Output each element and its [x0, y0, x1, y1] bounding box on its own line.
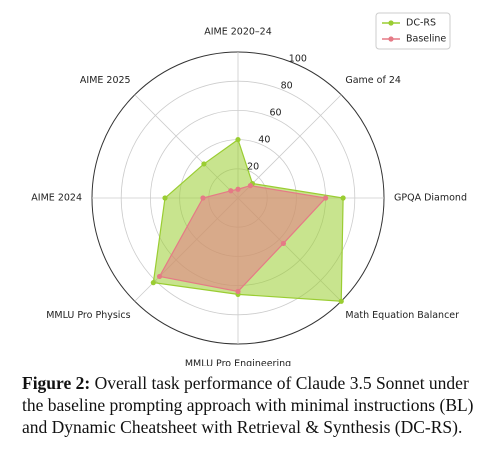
spoke [237, 94, 342, 199]
caption: Figure 2: Overall task performance of Cl… [22, 372, 484, 438]
axis-label: Math Equation Balancer [345, 310, 459, 321]
data-point [150, 280, 156, 286]
data-point [201, 161, 207, 167]
data-point [162, 195, 168, 201]
legend-label: Baseline [406, 34, 446, 45]
data-point [235, 137, 241, 143]
r-tick-label: 100 [289, 54, 307, 65]
data-point [235, 186, 241, 192]
axis-label: AIME 2024 [31, 193, 82, 204]
axis-label: AIME 2020–24 [204, 27, 272, 38]
r-tick-label: 80 [281, 81, 293, 92]
r-tick-label: 40 [258, 135, 270, 146]
data-point [247, 183, 253, 189]
caption-text: Overall task performance of Claude 3.5 S… [22, 373, 474, 437]
r-tick-label: 60 [269, 108, 281, 119]
caption-label: Figure 2: [22, 373, 91, 393]
axis-label: AIME 2025 [80, 75, 131, 86]
data-point [156, 273, 163, 280]
axis-label: Game of 24 [345, 75, 401, 86]
data-point [228, 188, 234, 194]
axis-label: MMLU Pro Physics [46, 310, 130, 321]
data-point [323, 195, 329, 201]
axis-label: MMLU Pro Engineering [185, 359, 291, 367]
chart: 20 40 60 80 100 AIME 2020–24 Game of 24 GPQA Di… [31, 12, 467, 367]
legend-box [375, 12, 451, 50]
legend-marker [388, 36, 394, 42]
data-point [280, 240, 287, 247]
data-point [340, 195, 346, 201]
r-tick-label: 20 [247, 162, 259, 173]
data-point [200, 195, 206, 201]
legend-marker [388, 20, 394, 26]
data-point [235, 288, 241, 295]
axis-label: GPQA Diamond [394, 193, 467, 204]
legend-label: DC-RS [406, 18, 436, 29]
data-point [338, 298, 344, 304]
